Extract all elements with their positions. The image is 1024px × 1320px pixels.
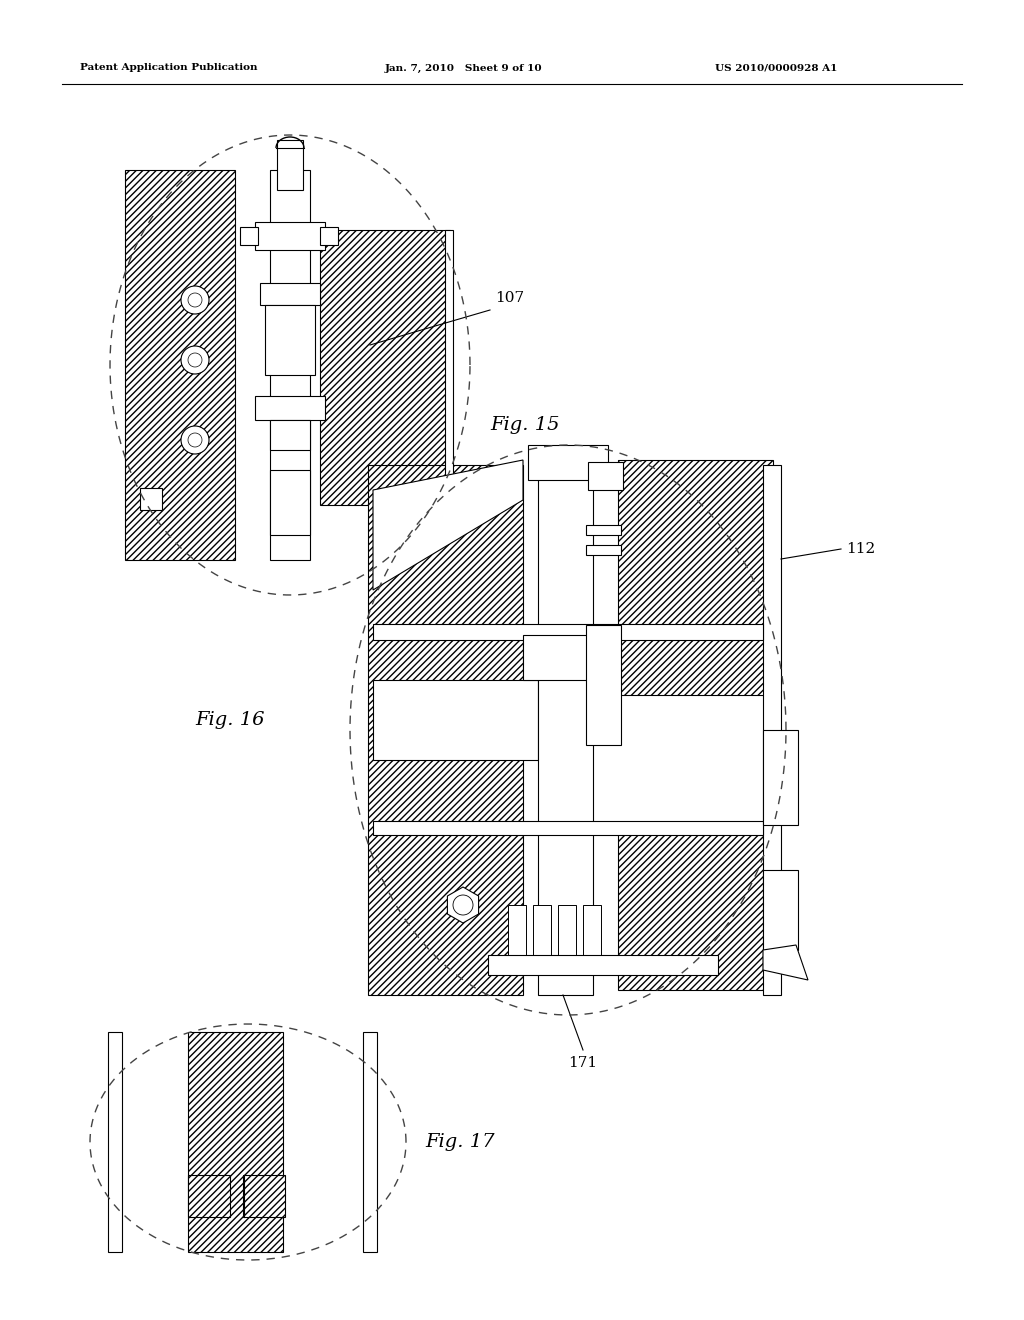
Bar bbox=[373, 624, 763, 640]
Bar bbox=[618, 830, 773, 990]
Bar bbox=[618, 459, 773, 696]
Bar bbox=[108, 1032, 122, 1251]
Bar bbox=[488, 954, 718, 975]
Bar bbox=[534, 906, 551, 960]
Bar bbox=[583, 906, 601, 960]
Bar bbox=[319, 230, 450, 506]
Bar bbox=[368, 465, 523, 995]
Circle shape bbox=[181, 426, 209, 454]
Bar bbox=[763, 465, 781, 995]
Polygon shape bbox=[447, 887, 478, 923]
Circle shape bbox=[453, 895, 473, 915]
Bar bbox=[140, 488, 162, 510]
Bar bbox=[763, 870, 798, 950]
Bar bbox=[586, 624, 621, 744]
Bar bbox=[260, 282, 319, 305]
Text: Fig. 17: Fig. 17 bbox=[425, 1133, 495, 1151]
Bar bbox=[188, 1032, 283, 1251]
Bar bbox=[255, 396, 325, 420]
Bar bbox=[523, 635, 598, 680]
Circle shape bbox=[188, 352, 202, 367]
Bar bbox=[243, 1175, 285, 1217]
Text: US 2010/0000928 A1: US 2010/0000928 A1 bbox=[715, 63, 838, 73]
Bar bbox=[586, 525, 621, 535]
Text: Fig. 15: Fig. 15 bbox=[490, 416, 559, 434]
Bar bbox=[445, 230, 453, 506]
Text: 112: 112 bbox=[846, 543, 876, 556]
Bar bbox=[270, 470, 310, 535]
Bar bbox=[270, 170, 310, 560]
Circle shape bbox=[181, 346, 209, 374]
Bar bbox=[508, 906, 526, 960]
Text: Jan. 7, 2010   Sheet 9 of 10: Jan. 7, 2010 Sheet 9 of 10 bbox=[385, 63, 543, 73]
Bar bbox=[368, 465, 523, 995]
Bar bbox=[188, 1175, 230, 1217]
Bar bbox=[278, 140, 303, 190]
Bar bbox=[618, 830, 773, 990]
Bar bbox=[125, 170, 234, 560]
Bar bbox=[373, 680, 538, 760]
Text: Patent Application Publication: Patent Application Publication bbox=[80, 63, 257, 73]
Circle shape bbox=[181, 286, 209, 314]
Text: 171: 171 bbox=[568, 1056, 597, 1071]
Bar bbox=[188, 1175, 230, 1217]
Bar bbox=[558, 906, 575, 960]
Bar bbox=[618, 459, 773, 696]
Text: 107: 107 bbox=[495, 290, 524, 305]
Bar bbox=[586, 545, 621, 554]
Circle shape bbox=[188, 433, 202, 447]
Bar bbox=[319, 230, 450, 506]
Bar bbox=[240, 227, 258, 246]
Circle shape bbox=[188, 293, 202, 308]
Bar bbox=[243, 1175, 285, 1217]
Bar bbox=[270, 420, 310, 450]
Bar bbox=[255, 222, 325, 249]
Bar bbox=[319, 227, 338, 246]
Bar bbox=[362, 1032, 377, 1251]
Polygon shape bbox=[763, 945, 808, 979]
Bar bbox=[265, 305, 315, 375]
Bar bbox=[373, 821, 763, 836]
Text: Fig. 16: Fig. 16 bbox=[195, 711, 264, 729]
Bar bbox=[528, 445, 608, 480]
Polygon shape bbox=[373, 459, 523, 590]
Bar bbox=[125, 170, 234, 560]
Bar bbox=[538, 465, 593, 995]
Bar bbox=[763, 730, 798, 825]
Bar bbox=[588, 462, 623, 490]
Bar bbox=[188, 1032, 283, 1251]
